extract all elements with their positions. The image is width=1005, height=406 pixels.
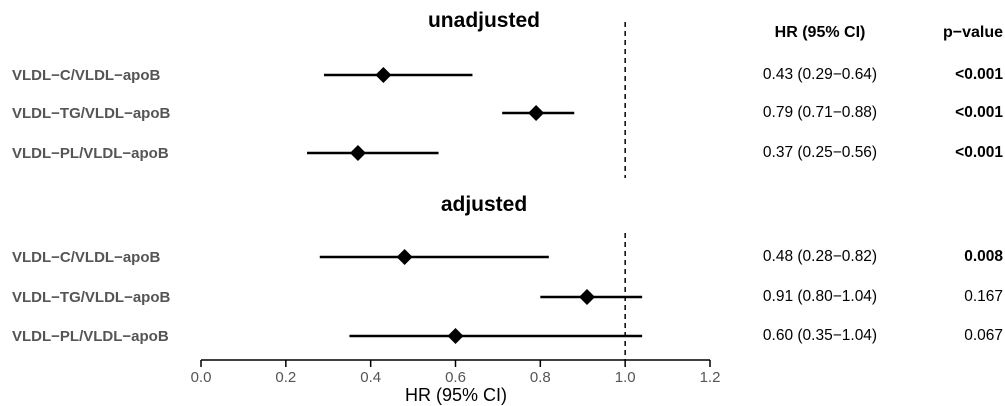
hr-ci-text: 0.43 (0.29−0.64) <box>763 66 877 83</box>
x-axis: 0.0 0.2 0.4 0.6 0.8 1.0 1.2 <box>191 360 721 386</box>
p-value-text: 0.167 <box>964 288 1003 305</box>
hr-marker <box>350 145 366 161</box>
hr-marker <box>448 328 464 344</box>
p-value-text: 0.008 <box>964 248 1003 265</box>
hr-ci-text: 0.60 (0.35−1.04) <box>763 327 877 344</box>
panel-title: adjusted <box>441 193 527 216</box>
hr-marker <box>375 67 391 83</box>
hr-marker <box>397 249 413 265</box>
x-tick-label: 1.2 <box>700 369 721 386</box>
x-axis-label: HR (95% CI) <box>405 385 507 405</box>
p-value-texts: <0.001 <0.001 <0.001 0.008 0.167 0.067 <box>955 66 1003 344</box>
p-value-text: <0.001 <box>955 104 1003 121</box>
x-tick-label: 0.0 <box>191 369 212 386</box>
x-tick-label: 1.0 <box>615 369 636 386</box>
hr-ci-text: 0.48 (0.28−0.82) <box>763 248 877 265</box>
p-value-text: 0.067 <box>964 327 1003 344</box>
x-tick-label: 0.4 <box>360 369 381 386</box>
x-tick-label: 0.6 <box>445 369 466 386</box>
row-label: VLDL−PL/VLDL−apoB <box>12 145 169 162</box>
header-p-value: p−value <box>943 24 1003 41</box>
row-label: VLDL−C/VLDL−apoB <box>12 249 161 266</box>
p-value-text: <0.001 <box>955 66 1003 83</box>
column-headers: HR (95% CI) p−value <box>775 24 1003 41</box>
row-label: VLDL−TG/VLDL−apoB <box>12 289 171 306</box>
row-labels: VLDL−C/VLDL−apoB VLDL−TG/VLDL−apoB VLDL−PL… <box>12 67 171 345</box>
x-tick-label: 0.2 <box>275 369 296 386</box>
hr-marker <box>528 105 544 121</box>
hr-marker <box>579 289 595 305</box>
panel-title: unadjusted <box>428 9 540 32</box>
hr-ci-texts: 0.43 (0.29−0.64) 0.79 (0.71−0.88) 0.37 (0.… <box>763 66 877 344</box>
x-tick-label: 0.8 <box>530 369 551 386</box>
row-label: VLDL−TG/VLDL−apoB <box>12 105 171 122</box>
hr-ci-text: 0.79 (0.71−0.88) <box>763 104 877 121</box>
row-label: VLDL−PL/VLDL−apoB <box>12 328 169 345</box>
p-value-text: <0.001 <box>955 144 1003 161</box>
hr-ci-text: 0.37 (0.25−0.56) <box>763 144 877 161</box>
row-label: VLDL−C/VLDL−apoB <box>12 67 161 84</box>
hr-ci-text: 0.91 (0.80−1.04) <box>763 288 877 305</box>
header-hr-ci: HR (95% CI) <box>775 24 866 41</box>
